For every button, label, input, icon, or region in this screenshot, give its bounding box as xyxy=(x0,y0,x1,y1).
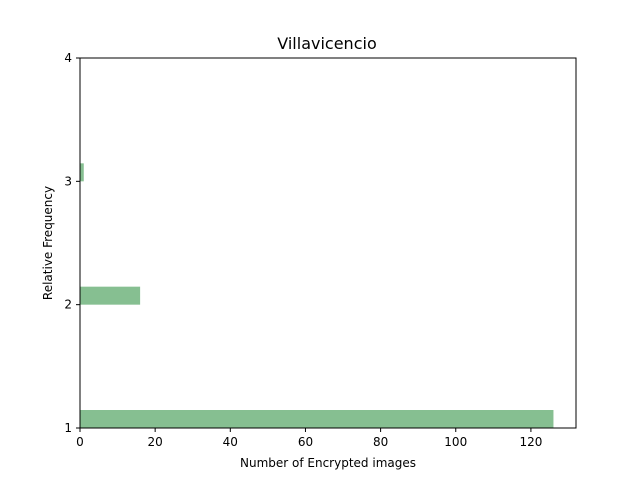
x-tick-label: 0 xyxy=(76,435,84,449)
x-tick-label: 80 xyxy=(373,435,388,449)
bar-3 xyxy=(80,163,84,182)
x-tick-label: 100 xyxy=(444,435,467,449)
y-tick-label: 3 xyxy=(64,174,72,188)
y-axis-label: Relative Frequency xyxy=(41,186,55,300)
y-tick-label: 4 xyxy=(64,51,72,65)
bars-group xyxy=(80,163,554,428)
x-tick-label: 40 xyxy=(223,435,238,449)
x-tick-label: 120 xyxy=(519,435,542,449)
x-axis-ticks: 0 20 40 60 80 100 120 xyxy=(76,428,542,449)
y-tick-label: 1 xyxy=(64,421,72,435)
x-tick-label: 60 xyxy=(298,435,313,449)
x-axis-label: Number of Encrypted images xyxy=(240,456,416,470)
y-axis-ticks: 1 2 3 4 xyxy=(64,51,80,435)
bar-2 xyxy=(80,286,141,305)
x-tick-label: 20 xyxy=(148,435,163,449)
bar-1 xyxy=(80,410,554,428)
chart-title: Villavicencio xyxy=(277,34,376,53)
y-tick-label: 2 xyxy=(64,298,72,312)
plot-frame xyxy=(79,57,577,429)
